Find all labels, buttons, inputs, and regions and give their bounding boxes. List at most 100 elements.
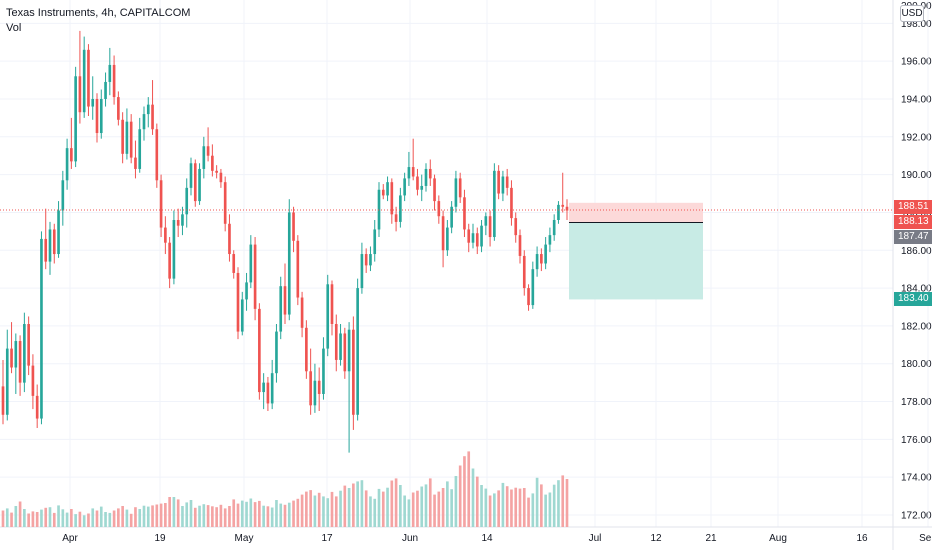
candle-body (10, 348, 13, 368)
volume-bar (510, 489, 513, 527)
y-tick-label: 182.00 (901, 321, 932, 332)
candle-body (202, 146, 206, 169)
volume-bar (129, 513, 133, 527)
candle-body (510, 187, 513, 219)
y-tick-label: 180.00 (901, 359, 932, 370)
candle-body (223, 182, 227, 224)
volume-bar (305, 491, 308, 527)
candle-body (544, 244, 547, 264)
volume-bar (5, 508, 9, 527)
volume-bar (352, 483, 355, 527)
candle-body (497, 170, 500, 194)
volume-bar (275, 500, 278, 527)
candle-body (266, 382, 270, 404)
candle-body (164, 227, 167, 243)
target-price-tag: 183.40 (894, 292, 932, 307)
candle-body (471, 233, 475, 243)
volume-bar (82, 515, 86, 527)
candle-body (189, 163, 193, 188)
volume-bar (164, 503, 167, 527)
candle-body (317, 380, 321, 394)
candle-body (501, 176, 505, 194)
candle-body (232, 254, 236, 273)
candle-body (420, 185, 424, 190)
volume-bar (121, 506, 124, 527)
volume-bar (61, 509, 65, 527)
volume-bar (18, 501, 22, 527)
candle-body (74, 76, 77, 162)
volume-bar (236, 503, 240, 527)
candle-body (121, 119, 124, 154)
volume-bar (87, 513, 90, 527)
candle-body (394, 214, 398, 222)
volume-bar (1, 510, 5, 527)
candle-body (108, 64, 112, 82)
candle-body (78, 76, 82, 113)
candle-body (245, 282, 248, 300)
volume-bar (399, 485, 402, 527)
candle-body (65, 148, 69, 181)
volume-bar (91, 508, 95, 527)
candle-body (193, 163, 197, 202)
volume-bar (117, 508, 120, 527)
y-tick-label: 178.00 (901, 397, 932, 408)
volume-bar (433, 494, 436, 527)
candle-body (176, 220, 180, 226)
volume-bar (176, 499, 180, 527)
x-tick-label: 17 (321, 533, 333, 544)
candle-body (172, 220, 176, 279)
y-tick-label: 174.00 (901, 473, 932, 484)
volume-bar (514, 487, 518, 527)
volume-bar (377, 488, 381, 527)
candle-body (484, 216, 488, 226)
volume-bar (369, 496, 372, 527)
volume-bar (356, 481, 359, 527)
candle-body (129, 121, 133, 158)
volume-bar (31, 511, 35, 527)
volume-bar (249, 498, 253, 527)
volume-bar (557, 480, 560, 527)
x-tick-label: 14 (481, 533, 493, 544)
volume-bar (65, 512, 69, 527)
volume-bar (35, 512, 39, 527)
y-tick-label: 196.00 (901, 57, 932, 68)
volume-bar (206, 505, 210, 527)
candle-body (347, 329, 351, 372)
volume-bar (330, 491, 334, 527)
x-tick-label: 19 (154, 533, 166, 544)
volume-bar (501, 482, 505, 527)
currency-button[interactable]: USD (900, 5, 924, 22)
candle-body (206, 146, 210, 156)
volume-bar (138, 509, 142, 527)
candle-body (493, 170, 496, 238)
candle-body (240, 299, 244, 332)
candle-body (386, 182, 389, 196)
candle-body (228, 223, 231, 255)
candle-body (373, 229, 377, 255)
candle-body (99, 98, 103, 134)
volume-bar (14, 506, 18, 527)
volume-bar (181, 506, 184, 527)
volume-bar (151, 505, 154, 527)
volume-bar (57, 505, 60, 527)
candle-body (480, 225, 483, 247)
candle-body (1, 386, 5, 415)
candle-body (5, 348, 9, 415)
candle-body (309, 371, 312, 406)
volume-bar (223, 508, 227, 527)
volume-bar (146, 506, 150, 527)
x-tick-label: 12 (650, 533, 662, 544)
candle-body (424, 168, 428, 186)
volume-bar (322, 496, 325, 527)
candle-body (134, 157, 137, 169)
volume-bar (416, 490, 419, 527)
candle-body (313, 380, 317, 406)
volume-bar (309, 490, 312, 527)
volume-bar (360, 480, 364, 527)
candle-body (330, 284, 334, 325)
candle-body (112, 64, 116, 98)
candle-body (185, 187, 189, 215)
candle-body (437, 201, 441, 217)
